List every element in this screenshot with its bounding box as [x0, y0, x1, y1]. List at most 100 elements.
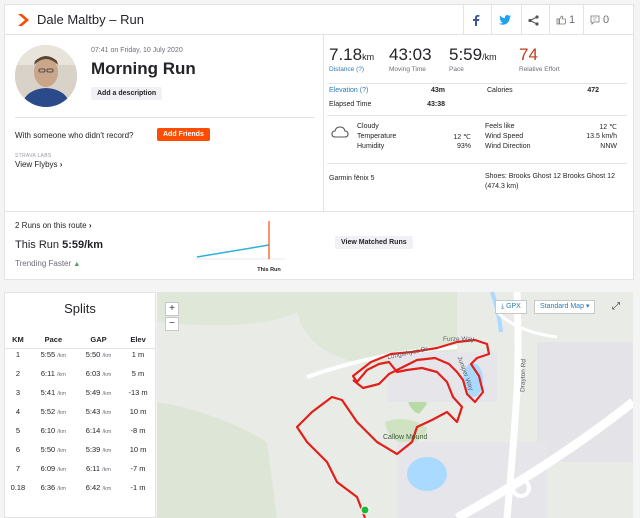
- elapsed-value: 43:38: [427, 101, 445, 108]
- split-pace: 6:11 /km: [31, 364, 76, 383]
- column-header: Elev: [130, 334, 146, 344]
- map-label: Callow Mound: [383, 434, 428, 441]
- facebook-share-button[interactable]: [463, 5, 487, 35]
- divider: [327, 83, 627, 84]
- relative-effort-label: Relative Effort: [519, 66, 560, 73]
- park-area: [385, 419, 427, 444]
- wind-direction-label: Wind Direction: [485, 143, 531, 150]
- stat-pace: 5:59/km Pace: [449, 45, 497, 73]
- activity-summary-card: Dale Maltby – Run 1 0 07:41: [4, 4, 635, 280]
- fullscreen-button[interactable]: ⤢: [609, 300, 623, 314]
- split-gap: 6:03 /km: [76, 364, 121, 383]
- twitter-share-button[interactable]: [491, 5, 517, 35]
- pace-unit: /km: [57, 429, 67, 435]
- split-km: 5: [15, 426, 20, 435]
- split-pace-value: 5:41: [40, 388, 56, 397]
- zoom-in-button[interactable]: +: [165, 302, 179, 316]
- pace-unit: /km: [102, 391, 112, 397]
- view-flybys-link[interactable]: View Flybys ›: [15, 160, 62, 169]
- this-run-summary: This Run 5:59/km: [15, 239, 103, 251]
- pace-unit: /km: [57, 486, 67, 492]
- map-label: Furze Way: [443, 336, 475, 343]
- pace-unit: /km: [102, 372, 112, 378]
- calories-label: Calories: [487, 87, 513, 94]
- divider: [5, 211, 635, 212]
- moving-time-label: Moving Time: [389, 66, 426, 73]
- activity-title[interactable]: Morning Run: [91, 59, 196, 78]
- trending-label: Trending Faster: [15, 259, 72, 268]
- zoom-out-button[interactable]: −: [165, 317, 179, 331]
- distance-label[interactable]: Distance (?): [329, 66, 365, 73]
- split-pace-value: 6:10: [40, 426, 56, 435]
- add-friends-button[interactable]: Add Friends: [157, 128, 210, 141]
- stat-relative-effort[interactable]: 74 Relative Effort: [519, 45, 560, 73]
- elevation-label[interactable]: Elevation (?): [329, 87, 369, 94]
- start-marker: [360, 505, 370, 515]
- roundabout: [511, 478, 531, 498]
- table-row: 0.18 6:36 /km 6:42 /km -1 m: [5, 478, 155, 497]
- humidity-value: 93%: [456, 143, 471, 150]
- avatar[interactable]: [15, 45, 77, 107]
- trend-line: [196, 244, 270, 258]
- woodland-area: [157, 402, 277, 518]
- this-run-label: This Run: [15, 239, 60, 251]
- pace-unit: /km: [57, 353, 67, 359]
- map-style-label: Standard Map: [540, 303, 584, 310]
- view-matched-runs-button[interactable]: View Matched Runs: [335, 236, 413, 249]
- split-gap: 6:42 /km: [76, 478, 121, 497]
- share-icon: [528, 14, 539, 26]
- splits-table: KM Pace GAP Elev 1 5:55 /km 5:50 /km 1 m 2 6:…: [5, 333, 155, 497]
- triangle-up-icon: ▲: [73, 261, 81, 268]
- split-gap: 6:14 /km: [76, 421, 121, 440]
- runs-on-route-label: 2 Runs on this route: [15, 221, 87, 230]
- comment-button[interactable]: 0: [583, 5, 615, 35]
- export-gpx-button[interactable]: ⤓ GPX: [495, 300, 527, 314]
- page-title: Dale Maltby – Run: [37, 12, 144, 27]
- split-gap-value: 5:49: [85, 388, 101, 397]
- pace-unit: /km: [102, 486, 112, 492]
- vertical-divider: [323, 35, 324, 211]
- split-pace-value: 5:50: [40, 445, 56, 454]
- road: [495, 310, 558, 339]
- split-elev: -13 m: [128, 388, 148, 397]
- split-gap-value: 5:50: [85, 350, 101, 359]
- split-km: 2: [15, 369, 20, 378]
- residential-area: [537, 342, 633, 462]
- share-button[interactable]: [521, 5, 545, 35]
- split-pace-value: 6:09: [40, 464, 56, 473]
- pace-unit: /km: [57, 467, 67, 473]
- caret-down-icon: ▾: [585, 303, 590, 310]
- split-pace: 5:55 /km: [31, 345, 76, 364]
- elevation-value: 43m: [430, 87, 445, 94]
- trending-status: Trending Faster ▲: [15, 259, 80, 268]
- table-row: 5 6:10 /km 6:14 /km -8 m: [5, 421, 155, 440]
- add-description-button[interactable]: Add a description: [91, 87, 163, 100]
- distance-value: 7.18: [329, 45, 363, 64]
- split-gap: 5:43 /km: [76, 402, 121, 421]
- kudos-count: 1: [568, 14, 576, 26]
- route-line: [295, 338, 491, 518]
- split-gap-value: 6:03: [85, 369, 101, 378]
- pace-label: Pace: [449, 66, 464, 73]
- table-row: 4 5:52 /km 5:43 /km 10 m: [5, 402, 155, 421]
- pace-unit: /km: [102, 353, 112, 359]
- stat-distance: 7.18km Distance (?): [329, 45, 374, 73]
- wind-speed-label: Wind Speed: [485, 133, 524, 140]
- this-run-chart-label: This Run: [257, 267, 281, 273]
- split-gap-value: 6:42: [85, 483, 101, 492]
- split-km: 7: [15, 464, 20, 473]
- route-map[interactable]: Longwhyss Dr Furze Way Callow Mound Dray…: [157, 292, 633, 518]
- split-pace-value: 6:11: [40, 369, 55, 378]
- kudos-button[interactable]: 1: [549, 5, 581, 35]
- comment-count: 0: [602, 14, 610, 26]
- split-gap: 5:39 /km: [76, 440, 121, 459]
- split-pace: 5:52 /km: [31, 402, 76, 421]
- split-gap-value: 5:39: [85, 445, 101, 454]
- divider: [5, 348, 155, 349]
- pace-unit: /km: [102, 467, 112, 473]
- feels-like-value: 12 ℃: [599, 124, 617, 131]
- split-km: 0.18: [10, 483, 26, 492]
- split-pace: 5:41 /km: [31, 383, 76, 402]
- runs-on-route-link[interactable]: 2 Runs on this route ›: [15, 221, 92, 230]
- map-style-dropdown[interactable]: Standard Map ▾: [534, 300, 596, 314]
